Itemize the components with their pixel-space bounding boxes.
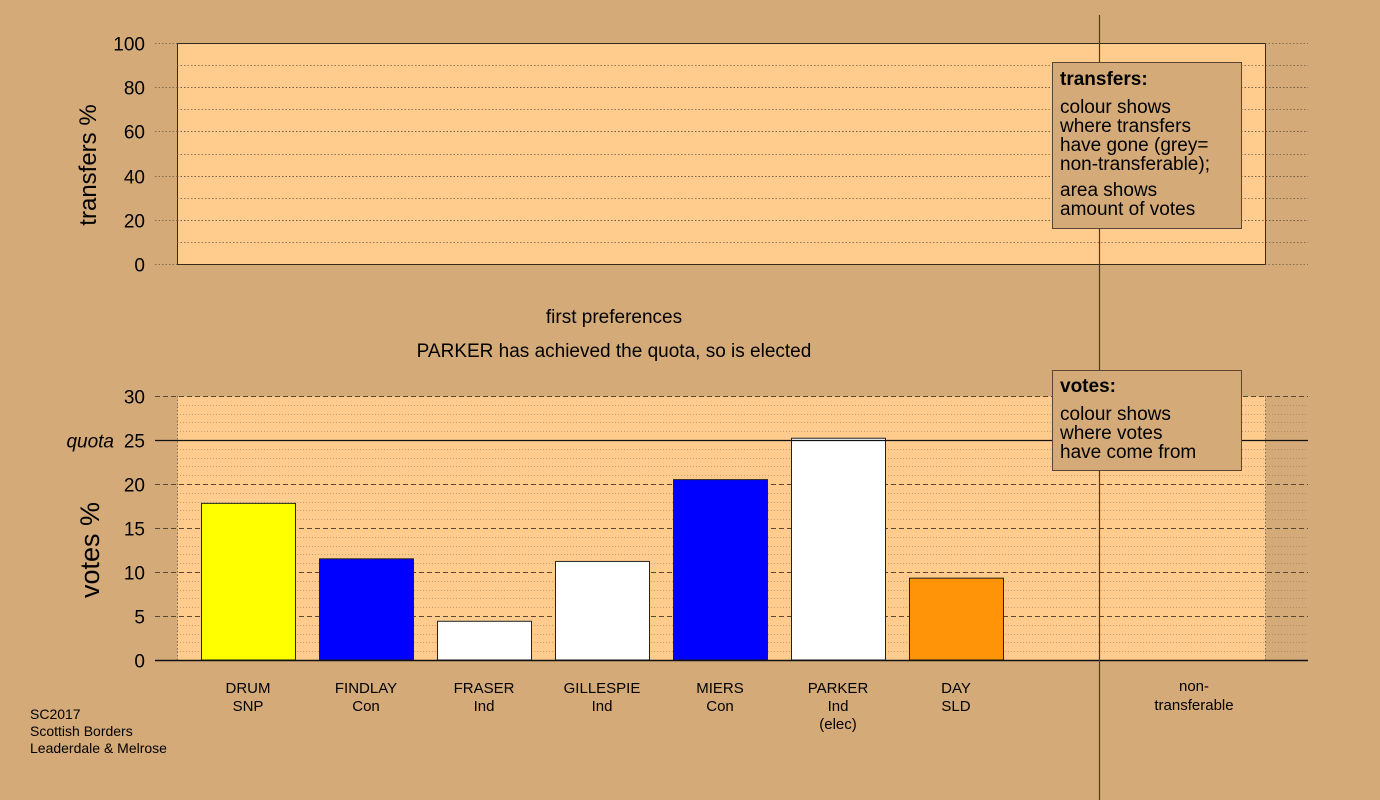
transfers-legend-line: have gone (grey= xyxy=(1060,135,1208,156)
transfers-tick-label: 60 xyxy=(124,123,145,144)
votes-tick-label: 20 xyxy=(124,476,145,497)
votes-bar xyxy=(437,620,532,661)
votes-legend-line: have come from xyxy=(1060,442,1196,463)
votes-legend-line: where votes xyxy=(1059,423,1162,444)
votes-legend: votes: colour shows where votes have com… xyxy=(1052,370,1242,471)
votes-bar xyxy=(909,577,1004,661)
footer-line: Scottish Borders xyxy=(30,723,133,739)
votes-axis-title: votes % xyxy=(75,502,105,598)
votes-tick-label: 0 xyxy=(134,652,145,673)
stage-note: PARKER has achieved the quota, so is ele… xyxy=(417,341,812,362)
votes-bar xyxy=(673,479,768,661)
transfers-tick-label: 100 xyxy=(113,35,145,56)
transfers-tick-label: 40 xyxy=(124,168,145,189)
candidate-label: SNP xyxy=(233,698,264,715)
votes-tick-label: 30 xyxy=(124,388,145,409)
candidate-label: DRUM xyxy=(226,680,271,697)
quota-label: quota xyxy=(66,432,114,453)
votes-legend-line: colour shows xyxy=(1060,404,1171,425)
transfers-tick-label: 0 xyxy=(134,256,145,277)
candidate-label: Ind xyxy=(828,698,849,715)
footer-line: SC2017 xyxy=(30,706,81,722)
candidate-label: MIERS xyxy=(696,680,744,697)
footer-line: Leaderdale & Melrose xyxy=(30,740,167,756)
candidate-label: DAY xyxy=(941,680,971,697)
transfers-tick-label: 20 xyxy=(124,212,145,233)
candidate-label: PARKER xyxy=(808,680,869,697)
stage-title: first preferences xyxy=(546,307,682,328)
votes-tick-label: 10 xyxy=(124,564,145,585)
candidate-label: FINDLAY xyxy=(335,680,397,697)
votes-tick-label: 25 xyxy=(124,432,145,453)
votes-bar xyxy=(555,560,650,661)
votes-bar xyxy=(201,502,296,661)
nontransferable-label: non- xyxy=(1179,678,1209,695)
transfers-tick-label: 80 xyxy=(124,79,145,100)
transfers-legend-line: where transfers xyxy=(1059,116,1191,137)
candidate-label: GILLESPIE xyxy=(564,680,641,697)
candidate-label: Con xyxy=(352,698,380,715)
candidate-label: FRASER xyxy=(454,680,515,697)
transfers-legend-line: non-transferable); xyxy=(1060,154,1210,175)
transfers-legend-line: area shows xyxy=(1060,180,1157,201)
transfers-legend-title: transfers: xyxy=(1060,69,1148,90)
nontransferable-label: transferable xyxy=(1154,697,1233,714)
transfers-legend-line: colour shows xyxy=(1060,97,1171,118)
candidate-label: Con xyxy=(706,698,734,715)
votes-bar xyxy=(319,558,414,661)
transfers-axis-title: transfers % xyxy=(75,104,102,225)
candidate-label: Ind xyxy=(592,698,613,715)
votes-legend-title: votes: xyxy=(1060,376,1116,397)
candidate-label: Ind xyxy=(474,698,495,715)
votes-bar xyxy=(791,437,886,661)
transfers-legend-line: amount of votes xyxy=(1060,199,1195,220)
votes-tick-label: 5 xyxy=(134,608,145,629)
votes-tick-label: 15 xyxy=(124,520,145,541)
candidate-label: (elec) xyxy=(819,716,857,733)
transfers-legend: transfers: colour shows where transfers … xyxy=(1052,62,1242,229)
candidate-label: SLD xyxy=(941,698,970,715)
